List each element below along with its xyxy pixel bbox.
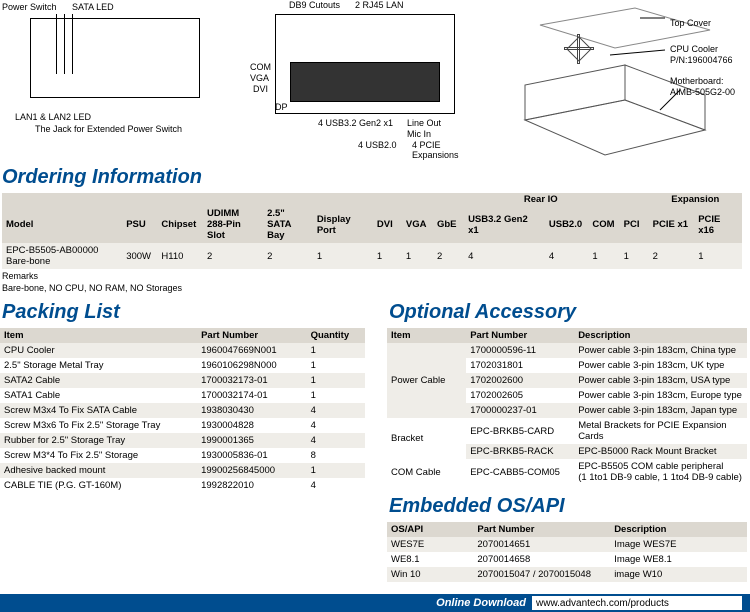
label-db9: DB9 Cutouts [289,0,340,10]
cpu-cooler-icon [560,30,600,70]
packing-row: Screw M3x4 To Fix SATA Cable19380304304 [0,403,365,418]
os-row: Win 102070015047 / 2070015048image W10 [387,567,747,582]
label-lan-led: LAN1 & LAN2 LED [15,112,91,122]
ordering-table: Rear IO Expansion Model PSU Chipset UDIM… [2,193,742,269]
label-expansions: Expansions [412,150,459,160]
label-com: COM [250,62,271,72]
optional-row: BracketEPC-BRKB5-CARDMetal Brackets for … [387,418,747,444]
packing-table: Item Part Number Quantity CPU Cooler1960… [0,328,365,493]
download-url-input[interactable] [532,596,742,610]
os-row: WE8.12070014658Image WE8.1 [387,552,747,567]
footer-label: Online Download [436,597,526,609]
packing-row: CPU Cooler1960047669N0011 [0,343,365,358]
packing-row: Screw M3*4 To Fix 2.5" Storage1930005836… [0,448,365,463]
remarks-label: Remarks [2,271,750,281]
label-cpu-cooler: CPU Cooler [670,44,718,54]
label-pcie: 4 PCIE [412,140,441,150]
expansion-group: Expansion [649,193,742,206]
label-motherboard: Motherboard: [670,76,724,86]
label-top-cover: Top Cover [670,18,711,28]
label-sata-led: SATA LED [72,2,114,12]
packing-title: Packing List [2,301,365,324]
label-micin: Mic In [407,129,431,139]
os-row: WES7E2070014651Image WES7E [387,537,747,552]
optional-table: Item Part Number Description Power Cable… [387,328,747,485]
label-cpu-cooler-pn: P/N:196004766 [670,55,733,65]
packing-row: SATA2 Cable1700032173-011 [0,373,365,388]
packing-row: Adhesive backed mount199002568450001 [0,463,365,478]
label-vga: VGA [250,73,269,83]
packing-row: 2.5" Storage Metal Tray1960106298N0001 [0,358,365,373]
optional-title: Optional Accessory [389,301,747,324]
label-rj45: 2 RJ45 LAN [355,0,404,10]
label-lineout: Line Out [407,118,441,128]
os-title: Embedded OS/API [389,495,747,518]
ordering-row: EPC-B5505-AB00000 Bare-bone 300W H110 2 … [2,243,742,269]
os-table: OS/API Part Number Description WES7E2070… [387,522,747,582]
label-dvi: DVI [253,84,268,94]
footer-bar: Online Download [0,594,750,612]
packing-row: Screw M3x6 To Fix 2.5" Storage Tray19300… [0,418,365,433]
packing-row: CABLE TIE (P.G. GT-160M)19928220104 [0,478,365,493]
label-power-switch: Power Switch [2,2,57,12]
ordering-title: Ordering Information [2,166,750,189]
label-ext-power-jack: The Jack for Extended Power Switch [35,124,182,134]
rear-io-group: Rear IO [433,193,649,206]
optional-row: COM CableEPC-CABB5-COM05EPC-B5505 COM ca… [387,459,747,485]
optional-row: Power Cable1700000596-11Power cable 3-pi… [387,343,747,358]
label-usb32: 4 USB3.2 Gen2 x1 [318,118,393,128]
label-usb20: 4 USB2.0 [358,140,397,150]
remarks-text: Bare-bone, NO CPU, NO RAM, NO Storages [2,283,750,293]
label-motherboard-pn: AIMB-505G2-00 [670,87,735,97]
packing-row: Rubber for 2.5" Storage Tray19900013654 [0,433,365,448]
diagram-area: Power Switch SATA LED LAN1 & LAN2 LED Th… [0,0,750,160]
label-dp: DP [275,102,288,112]
packing-row: SATA1 Cable1700032174-011 [0,388,365,403]
